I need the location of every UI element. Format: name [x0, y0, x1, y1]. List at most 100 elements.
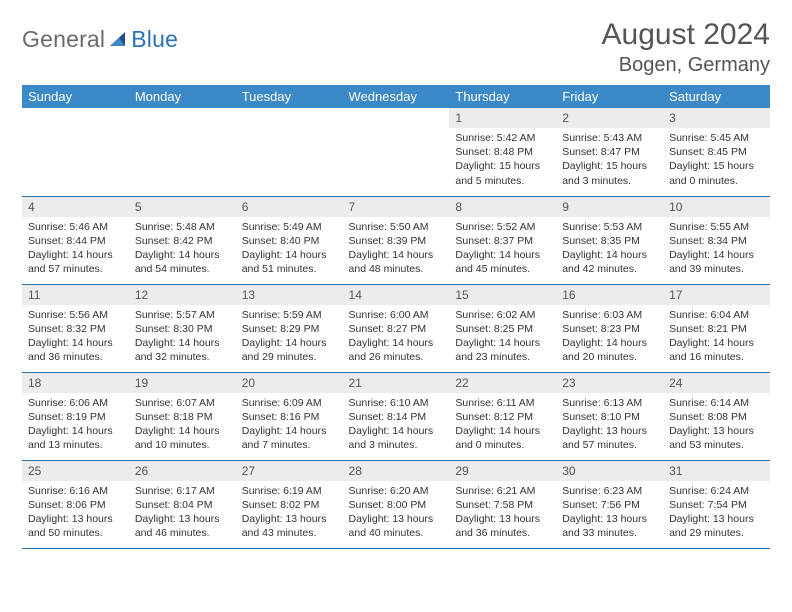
- sunset-text: Sunset: 7:54 PM: [669, 498, 764, 512]
- sunset-text: Sunset: 7:58 PM: [455, 498, 550, 512]
- day-details: Sunrise: 6:06 AMSunset: 8:19 PMDaylight:…: [22, 393, 129, 457]
- sunset-text: Sunset: 8:25 PM: [455, 322, 550, 336]
- daylight-text: Daylight: 14 hours and 7 minutes.: [242, 424, 337, 452]
- daylight-text: Daylight: 14 hours and 10 minutes.: [135, 424, 230, 452]
- calendar-day-cell: 17Sunrise: 6:04 AMSunset: 8:21 PMDayligh…: [663, 284, 770, 372]
- daylight-text: Daylight: 13 hours and 36 minutes.: [455, 512, 550, 540]
- sunset-text: Sunset: 8:00 PM: [349, 498, 444, 512]
- sunset-text: Sunset: 8:16 PM: [242, 410, 337, 424]
- daylight-text: Daylight: 14 hours and 51 minutes.: [242, 248, 337, 276]
- sunrise-text: Sunrise: 6:02 AM: [455, 308, 550, 322]
- day-number: 23: [556, 373, 663, 393]
- day-number: 26: [129, 461, 236, 481]
- day-details: Sunrise: 6:21 AMSunset: 7:58 PMDaylight:…: [449, 481, 556, 545]
- day-number: 15: [449, 285, 556, 305]
- daylight-text: Daylight: 14 hours and 42 minutes.: [562, 248, 657, 276]
- sunset-text: Sunset: 8:37 PM: [455, 234, 550, 248]
- sunrise-text: Sunrise: 6:20 AM: [349, 484, 444, 498]
- sunset-text: Sunset: 8:14 PM: [349, 410, 444, 424]
- day-details: Sunrise: 5:48 AMSunset: 8:42 PMDaylight:…: [129, 217, 236, 281]
- day-number: 11: [22, 285, 129, 305]
- sunrise-text: Sunrise: 6:23 AM: [562, 484, 657, 498]
- day-number: 30: [556, 461, 663, 481]
- sunrise-text: Sunrise: 5:43 AM: [562, 131, 657, 145]
- weekday-header: Monday: [129, 85, 236, 108]
- sunset-text: Sunset: 8:23 PM: [562, 322, 657, 336]
- day-details: Sunrise: 5:46 AMSunset: 8:44 PMDaylight:…: [22, 217, 129, 281]
- calendar-day-cell: 2Sunrise: 5:43 AMSunset: 8:47 PMDaylight…: [556, 108, 663, 196]
- day-number: 6: [236, 197, 343, 217]
- day-number: 9: [556, 197, 663, 217]
- sunset-text: Sunset: 8:39 PM: [349, 234, 444, 248]
- sunrise-text: Sunrise: 6:14 AM: [669, 396, 764, 410]
- sunrise-text: Sunrise: 6:07 AM: [135, 396, 230, 410]
- calendar-day-cell: 29Sunrise: 6:21 AMSunset: 7:58 PMDayligh…: [449, 460, 556, 548]
- daylight-text: Daylight: 14 hours and 20 minutes.: [562, 336, 657, 364]
- sunrise-text: Sunrise: 6:21 AM: [455, 484, 550, 498]
- day-details: Sunrise: 6:07 AMSunset: 8:18 PMDaylight:…: [129, 393, 236, 457]
- page-header: General Blue August 2024 Bogen, Germany: [22, 18, 770, 77]
- sunset-text: Sunset: 8:30 PM: [135, 322, 230, 336]
- calendar-day-cell: 3Sunrise: 5:45 AMSunset: 8:45 PMDaylight…: [663, 108, 770, 196]
- day-details: Sunrise: 6:09 AMSunset: 8:16 PMDaylight:…: [236, 393, 343, 457]
- daylight-text: Daylight: 14 hours and 3 minutes.: [349, 424, 444, 452]
- sunrise-text: Sunrise: 5:55 AM: [669, 220, 764, 234]
- sunrise-text: Sunrise: 5:49 AM: [242, 220, 337, 234]
- calendar-week-row: 4Sunrise: 5:46 AMSunset: 8:44 PMDaylight…: [22, 196, 770, 284]
- day-details: Sunrise: 5:50 AMSunset: 8:39 PMDaylight:…: [343, 217, 450, 281]
- calendar-day-cell: 6Sunrise: 5:49 AMSunset: 8:40 PMDaylight…: [236, 196, 343, 284]
- calendar-day-cell: [22, 108, 129, 196]
- weekday-header: Wednesday: [343, 85, 450, 108]
- daylight-text: Daylight: 15 hours and 0 minutes.: [669, 159, 764, 187]
- day-number: 3: [663, 108, 770, 128]
- sunset-text: Sunset: 8:35 PM: [562, 234, 657, 248]
- calendar-week-row: 25Sunrise: 6:16 AMSunset: 8:06 PMDayligh…: [22, 460, 770, 548]
- sunset-text: Sunset: 8:47 PM: [562, 145, 657, 159]
- sunset-text: Sunset: 8:08 PM: [669, 410, 764, 424]
- daylight-text: Daylight: 13 hours and 53 minutes.: [669, 424, 764, 452]
- calendar-day-cell: 14Sunrise: 6:00 AMSunset: 8:27 PMDayligh…: [343, 284, 450, 372]
- calendar-day-cell: 18Sunrise: 6:06 AMSunset: 8:19 PMDayligh…: [22, 372, 129, 460]
- calendar-day-cell: 16Sunrise: 6:03 AMSunset: 8:23 PMDayligh…: [556, 284, 663, 372]
- calendar-day-cell: 22Sunrise: 6:11 AMSunset: 8:12 PMDayligh…: [449, 372, 556, 460]
- day-details: Sunrise: 5:55 AMSunset: 8:34 PMDaylight:…: [663, 217, 770, 281]
- calendar-day-cell: 20Sunrise: 6:09 AMSunset: 8:16 PMDayligh…: [236, 372, 343, 460]
- day-details: Sunrise: 6:17 AMSunset: 8:04 PMDaylight:…: [129, 481, 236, 545]
- calendar-day-cell: 11Sunrise: 5:56 AMSunset: 8:32 PMDayligh…: [22, 284, 129, 372]
- sunset-text: Sunset: 8:19 PM: [28, 410, 123, 424]
- day-details: Sunrise: 5:59 AMSunset: 8:29 PMDaylight:…: [236, 305, 343, 369]
- daylight-text: Daylight: 13 hours and 29 minutes.: [669, 512, 764, 540]
- sunrise-text: Sunrise: 6:13 AM: [562, 396, 657, 410]
- sunrise-text: Sunrise: 5:45 AM: [669, 131, 764, 145]
- day-details: Sunrise: 5:52 AMSunset: 8:37 PMDaylight:…: [449, 217, 556, 281]
- day-number: 4: [22, 197, 129, 217]
- daylight-text: Daylight: 14 hours and 13 minutes.: [28, 424, 123, 452]
- daylight-text: Daylight: 14 hours and 54 minutes.: [135, 248, 230, 276]
- sunset-text: Sunset: 8:21 PM: [669, 322, 764, 336]
- sunset-text: Sunset: 8:27 PM: [349, 322, 444, 336]
- day-number: 10: [663, 197, 770, 217]
- day-details: Sunrise: 6:00 AMSunset: 8:27 PMDaylight:…: [343, 305, 450, 369]
- sunrise-text: Sunrise: 5:59 AM: [242, 308, 337, 322]
- brand-right: Blue: [131, 26, 178, 53]
- sunset-text: Sunset: 8:18 PM: [135, 410, 230, 424]
- calendar-day-cell: 23Sunrise: 6:13 AMSunset: 8:10 PMDayligh…: [556, 372, 663, 460]
- location-label: Bogen, Germany: [602, 54, 770, 77]
- day-number: 27: [236, 461, 343, 481]
- calendar-day-cell: [236, 108, 343, 196]
- day-number: 7: [343, 197, 450, 217]
- day-details: Sunrise: 6:23 AMSunset: 7:56 PMDaylight:…: [556, 481, 663, 545]
- day-details: Sunrise: 6:24 AMSunset: 7:54 PMDaylight:…: [663, 481, 770, 545]
- calendar-day-cell: [129, 108, 236, 196]
- calendar-day-cell: 4Sunrise: 5:46 AMSunset: 8:44 PMDaylight…: [22, 196, 129, 284]
- day-number: 29: [449, 461, 556, 481]
- sunrise-text: Sunrise: 5:52 AM: [455, 220, 550, 234]
- daylight-text: Daylight: 14 hours and 36 minutes.: [28, 336, 123, 364]
- calendar-table: Sunday Monday Tuesday Wednesday Thursday…: [22, 85, 770, 549]
- daylight-text: Daylight: 15 hours and 3 minutes.: [562, 159, 657, 187]
- day-details: Sunrise: 5:43 AMSunset: 8:47 PMDaylight:…: [556, 128, 663, 192]
- month-title: August 2024: [602, 18, 770, 52]
- sunrise-text: Sunrise: 5:57 AM: [135, 308, 230, 322]
- sunrise-text: Sunrise: 6:06 AM: [28, 396, 123, 410]
- sunset-text: Sunset: 8:48 PM: [455, 145, 550, 159]
